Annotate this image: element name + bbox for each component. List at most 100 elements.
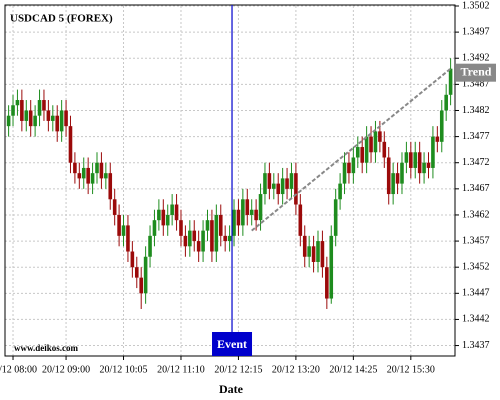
candle-body — [338, 183, 342, 200]
x-tick-label: 20/12 13:20 — [272, 364, 320, 375]
candle-body — [143, 256, 148, 294]
candle-body — [59, 110, 64, 132]
candle-body — [276, 183, 281, 195]
candle-body — [378, 131, 382, 142]
y-tick-label: 1.3477 — [462, 131, 490, 142]
candle-body — [157, 209, 161, 221]
candle-body — [320, 241, 325, 268]
candle-body — [289, 173, 294, 189]
x-tick-label: 20/12 11:10 — [157, 364, 205, 375]
candle-body — [245, 199, 250, 215]
candle-body — [267, 173, 272, 189]
candle-body — [431, 136, 435, 168]
candle-body — [444, 94, 448, 111]
candle-body — [104, 173, 108, 179]
candle-body — [360, 147, 364, 163]
candle-body — [196, 241, 201, 252]
candle-body — [46, 110, 51, 121]
watermark: www.delkos.com — [14, 343, 79, 353]
candle-body — [20, 100, 24, 121]
x-tick-label: 20/12 14:25 — [329, 364, 377, 375]
candle-body — [117, 214, 121, 236]
candle-body — [280, 178, 285, 195]
candle-body — [285, 178, 289, 189]
candle-body — [161, 209, 166, 226]
candle-body — [409, 152, 413, 168]
candle-body — [369, 136, 373, 153]
x-tick-label: 20/12 08:00 — [0, 364, 37, 375]
trend-label: Trend — [461, 64, 492, 78]
candle-body — [249, 209, 254, 215]
candle-body — [188, 230, 192, 247]
y-tick-label: 1.3472 — [462, 157, 490, 168]
candle-body — [254, 209, 258, 221]
candle-body — [232, 209, 236, 236]
event-label-box — [212, 332, 253, 356]
y-tick-label: 1.3452 — [462, 261, 490, 272]
trend-label-box — [456, 63, 496, 82]
x-tick-label: 20/12 12:15 — [214, 364, 262, 375]
candle-body — [183, 235, 188, 247]
x-tick-label: 20/12 15:30 — [387, 364, 435, 375]
candle-body — [263, 173, 267, 195]
x-axis-label: Date — [219, 382, 244, 396]
candle-body — [210, 220, 214, 252]
y-tick-label: 1.3502 — [462, 0, 490, 11]
candle-body — [64, 110, 68, 127]
y-tick-label: 1.3492 — [462, 53, 490, 64]
candle-body — [37, 100, 42, 116]
candle-body — [90, 173, 95, 184]
candle-body — [108, 173, 113, 200]
candle-body — [307, 246, 311, 257]
candle-body — [439, 110, 444, 142]
candle-body — [28, 110, 33, 127]
candle-body — [391, 173, 395, 195]
candle-body — [201, 230, 205, 252]
candle-body — [325, 267, 329, 299]
candle-body — [170, 204, 174, 215]
candle-body — [192, 230, 197, 242]
candle-body — [395, 173, 400, 184]
candle-body — [236, 209, 241, 226]
candle-body — [112, 199, 117, 215]
candle-body — [400, 162, 404, 184]
candle-body — [95, 162, 99, 174]
candle-body — [205, 220, 210, 231]
candle-body — [316, 241, 320, 262]
candle-body — [6, 115, 11, 127]
candle-body — [139, 277, 143, 294]
y-tick-label: 1.3457 — [462, 235, 490, 246]
candle-body — [152, 220, 157, 236]
candle-body — [422, 162, 426, 174]
candle-body — [81, 167, 86, 179]
candle-body — [342, 162, 347, 184]
candle-body — [241, 199, 245, 226]
candle-body — [68, 126, 73, 163]
y-tick-label: 1.3437 — [462, 340, 490, 351]
y-tick-label: 1.3447 — [462, 288, 490, 299]
x-tick-label: 20/12 09:00 — [42, 364, 90, 375]
y-tick-label: 1.3497 — [462, 26, 490, 37]
candle-body — [294, 173, 298, 205]
candle-body — [179, 220, 183, 236]
candle-body — [364, 136, 369, 163]
candle-body — [404, 152, 409, 163]
candle-body — [51, 115, 55, 121]
candle-body — [126, 225, 130, 252]
candle-body — [329, 235, 334, 299]
candle-body — [355, 147, 360, 158]
y-tick-label: 1.3487 — [462, 79, 490, 90]
candle-body — [165, 214, 170, 226]
candle-body — [448, 68, 453, 95]
y-tick-label: 1.3467 — [462, 183, 490, 194]
candle-body — [413, 152, 418, 168]
candle-body — [24, 110, 29, 121]
trend-line — [251, 67, 452, 232]
candle-body — [130, 251, 135, 268]
candle-body — [417, 152, 422, 174]
candle-body — [426, 162, 431, 168]
candle-body — [218, 214, 223, 236]
event-label: Event — [217, 337, 247, 351]
candle-body — [99, 162, 104, 179]
